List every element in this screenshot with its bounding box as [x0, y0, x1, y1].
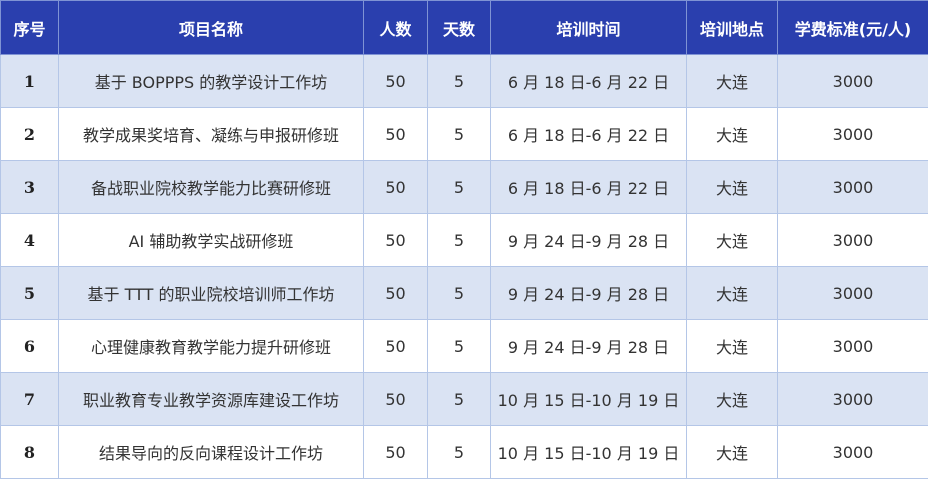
header-location: 培训地点 [687, 1, 778, 55]
header-days: 天数 [428, 1, 491, 55]
cell-seq: 4 [1, 214, 59, 267]
cell-location: 大连 [687, 161, 778, 214]
cell-seq: 8 [1, 426, 59, 479]
cell-headcount: 50 [364, 161, 428, 214]
cell-headcount: 50 [364, 373, 428, 426]
cell-project-name: 教学成果奖培育、凝练与申报研修班 [59, 108, 364, 161]
cell-project-name: 基于 TTT 的职业院校培训师工作坊 [59, 267, 364, 320]
cell-headcount: 50 [364, 426, 428, 479]
cell-training-time: 6 月 18 日-6 月 22 日 [491, 108, 687, 161]
cell-location: 大连 [687, 373, 778, 426]
cell-fee: 3000 [778, 320, 928, 373]
cell-location: 大连 [687, 267, 778, 320]
header-row: 序号项目名称人数天数培训时间培训地点学费标准(元/人) [1, 1, 928, 55]
cell-days: 5 [428, 320, 491, 373]
cell-headcount: 50 [364, 320, 428, 373]
cell-fee: 3000 [778, 108, 928, 161]
cell-location: 大连 [687, 108, 778, 161]
cell-days: 5 [428, 267, 491, 320]
cell-location: 大连 [687, 320, 778, 373]
cell-seq: 6 [1, 320, 59, 373]
cell-project-name: 基于 BOPPPS 的教学设计工作坊 [59, 55, 364, 108]
cell-location: 大连 [687, 55, 778, 108]
header-training-time: 培训时间 [491, 1, 687, 55]
cell-headcount: 50 [364, 55, 428, 108]
cell-project-name: 职业教育专业教学资源库建设工作坊 [59, 373, 364, 426]
cell-training-time: 9 月 24 日-9 月 28 日 [491, 214, 687, 267]
cell-days: 5 [428, 108, 491, 161]
cell-seq: 2 [1, 108, 59, 161]
cell-fee: 3000 [778, 214, 928, 267]
cell-training-time: 9 月 24 日-9 月 28 日 [491, 320, 687, 373]
cell-fee: 3000 [778, 426, 928, 479]
cell-fee: 3000 [778, 161, 928, 214]
cell-fee: 3000 [778, 55, 928, 108]
header-seq: 序号 [1, 1, 59, 55]
cell-training-time: 6 月 18 日-6 月 22 日 [491, 55, 687, 108]
cell-days: 5 [428, 214, 491, 267]
cell-seq: 3 [1, 161, 59, 214]
cell-seq: 7 [1, 373, 59, 426]
cell-training-time: 10 月 15 日-10 月 19 日 [491, 373, 687, 426]
cell-days: 5 [428, 426, 491, 479]
cell-headcount: 50 [364, 108, 428, 161]
cell-headcount: 50 [364, 267, 428, 320]
header-headcount: 人数 [364, 1, 428, 55]
cell-days: 5 [428, 55, 491, 108]
cell-fee: 3000 [778, 373, 928, 426]
cell-project-name: 心理健康教育教学能力提升研修班 [59, 320, 364, 373]
header-fee: 学费标准(元/人) [778, 1, 928, 55]
cell-seq: 5 [1, 267, 59, 320]
cell-project-name: AI 辅助教学实战研修班 [59, 214, 364, 267]
cell-training-time: 6 月 18 日-6 月 22 日 [491, 161, 687, 214]
cell-location: 大连 [687, 214, 778, 267]
cell-training-time: 9 月 24 日-9 月 28 日 [491, 267, 687, 320]
cell-days: 5 [428, 373, 491, 426]
cell-location: 大连 [687, 426, 778, 479]
cell-days: 5 [428, 161, 491, 214]
cell-seq: 1 [1, 55, 59, 108]
cell-training-time: 10 月 15 日-10 月 19 日 [491, 426, 687, 479]
header-project-name: 项目名称 [59, 1, 364, 55]
cell-headcount: 50 [364, 214, 428, 267]
cell-project-name: 结果导向的反向课程设计工作坊 [59, 426, 364, 479]
cell-project-name: 备战职业院校教学能力比赛研修班 [59, 161, 364, 214]
cell-fee: 3000 [778, 267, 928, 320]
